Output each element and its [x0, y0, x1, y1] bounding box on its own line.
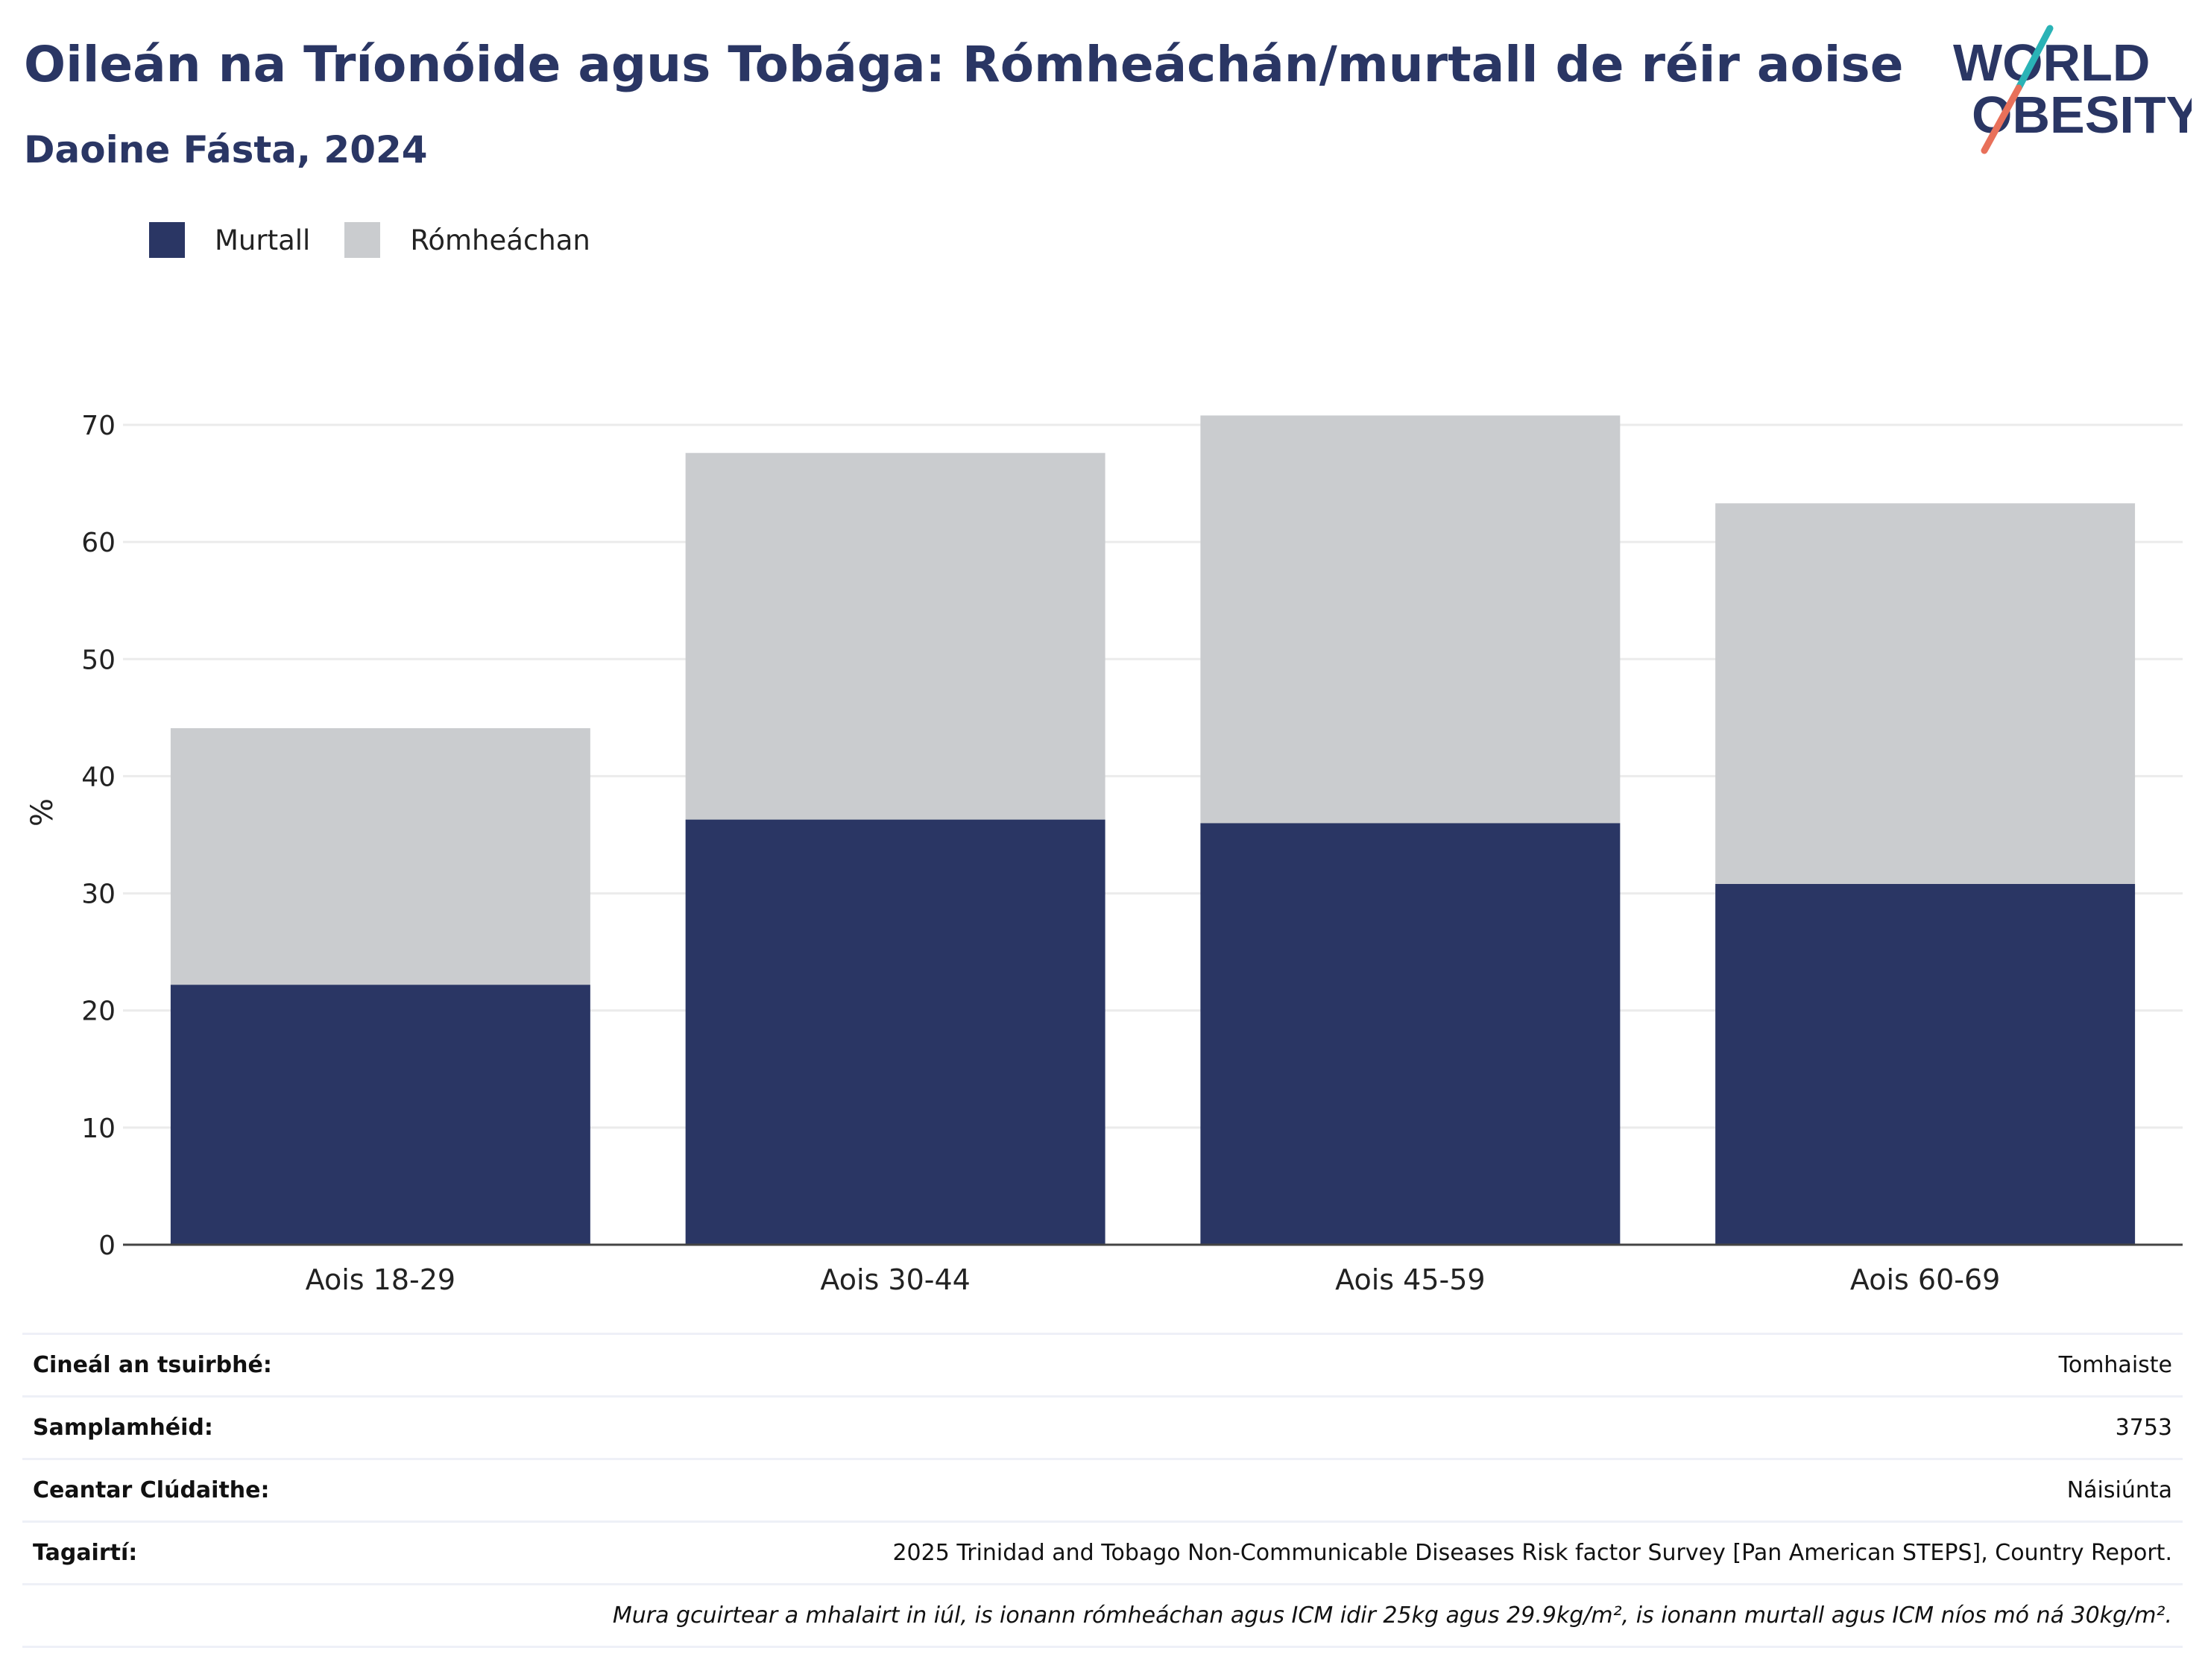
- y-tick-label: 60: [81, 528, 116, 558]
- info-label: Samplamhéid:: [22, 1395, 382, 1459]
- info-label: Ceantar Clúdaithe:: [22, 1458, 382, 1522]
- info-row-area-covered: Ceantar Clúdaithe: Náisiúnta: [22, 1458, 2183, 1522]
- info-label: Cineál an tsuirbhé:: [22, 1333, 382, 1397]
- world-obesity-logo: WORLD OBESITY: [1953, 25, 2192, 154]
- x-tick-label: Aois 18-29: [306, 1263, 455, 1296]
- info-row-note: Mura gcuirtear a mhalairt in iúl, is ion…: [22, 1583, 2183, 1648]
- x-tick-label: Aois 30-44: [820, 1263, 970, 1296]
- logo-slash-coral: [1981, 84, 2022, 154]
- legend-item-obesity[interactable]: Murtall: [149, 222, 310, 258]
- bar-obesity: [1200, 823, 1621, 1245]
- y-tick-label: 40: [81, 762, 116, 792]
- logo-slash-teal: [2015, 25, 2054, 92]
- legend-label-overweight: Rómheáchan: [410, 224, 590, 256]
- info-value: Náisiúnta: [382, 1458, 2183, 1522]
- info-note: Mura gcuirtear a mhalairt in iúl, is ion…: [22, 1583, 2183, 1648]
- y-tick-label: 30: [81, 880, 116, 910]
- info-label: Tagairtí:: [22, 1520, 382, 1585]
- info-value: 3753: [382, 1395, 2183, 1459]
- info-row-survey-type: Cineál an tsuirbhé: Tomhaiste: [22, 1333, 2183, 1397]
- chart-title: Oileán na Tríonóide agus Tobága: Rómheác…: [24, 36, 1904, 93]
- chart-subtitle: Daoine Fásta, 2024: [24, 128, 428, 171]
- bar-overweight: [1715, 503, 2136, 884]
- y-tick-label: 10: [81, 1114, 116, 1144]
- bar-overweight: [685, 452, 1105, 820]
- legend-item-overweight[interactable]: Rómheáchan: [344, 222, 590, 258]
- info-value: Tomhaiste: [382, 1333, 2183, 1397]
- bar-obesity: [1715, 884, 2136, 1245]
- x-tick-label: Aois 45-59: [1335, 1263, 1485, 1296]
- logo-line-2: OBESITY: [1972, 86, 2192, 144]
- bar-obesity: [685, 819, 1105, 1245]
- bar-overweight: [170, 728, 590, 985]
- info-table: Cineál an tsuirbhé: Tomhaiste Samplamhéi…: [22, 1333, 2183, 1648]
- info-row-sample-size: Samplamhéid: 3753: [22, 1395, 2183, 1459]
- y-axis-label: %: [25, 798, 60, 827]
- stacked-bar-chart: 0 10 20 30 40 50 60 70% Aois 18-29 Aois 30-44 Aois…: [25, 411, 2183, 1296]
- legend-label-obesity: Murtall: [215, 224, 311, 256]
- info-row-references: Tagairtí: 2025 Trinidad and Tobago Non-C…: [22, 1520, 2183, 1585]
- bar-overweight: [1200, 415, 1621, 824]
- logo-line-1: WORLD: [1953, 34, 2150, 92]
- y-tick-label: 70: [81, 411, 116, 441]
- y-tick-label: 20: [81, 997, 116, 1027]
- bar-obesity: [170, 985, 590, 1245]
- x-tick-label: Aois 60-69: [1850, 1263, 2000, 1296]
- y-tick-label: 0: [98, 1231, 116, 1261]
- legend-swatch-obesity: [149, 222, 185, 258]
- legend-swatch-overweight: [344, 222, 381, 258]
- legend: Murtall Rómheáchan: [149, 222, 625, 258]
- info-value: 2025 Trinidad and Tobago Non-Communicabl…: [382, 1520, 2183, 1585]
- y-tick-label: 50: [81, 645, 116, 675]
